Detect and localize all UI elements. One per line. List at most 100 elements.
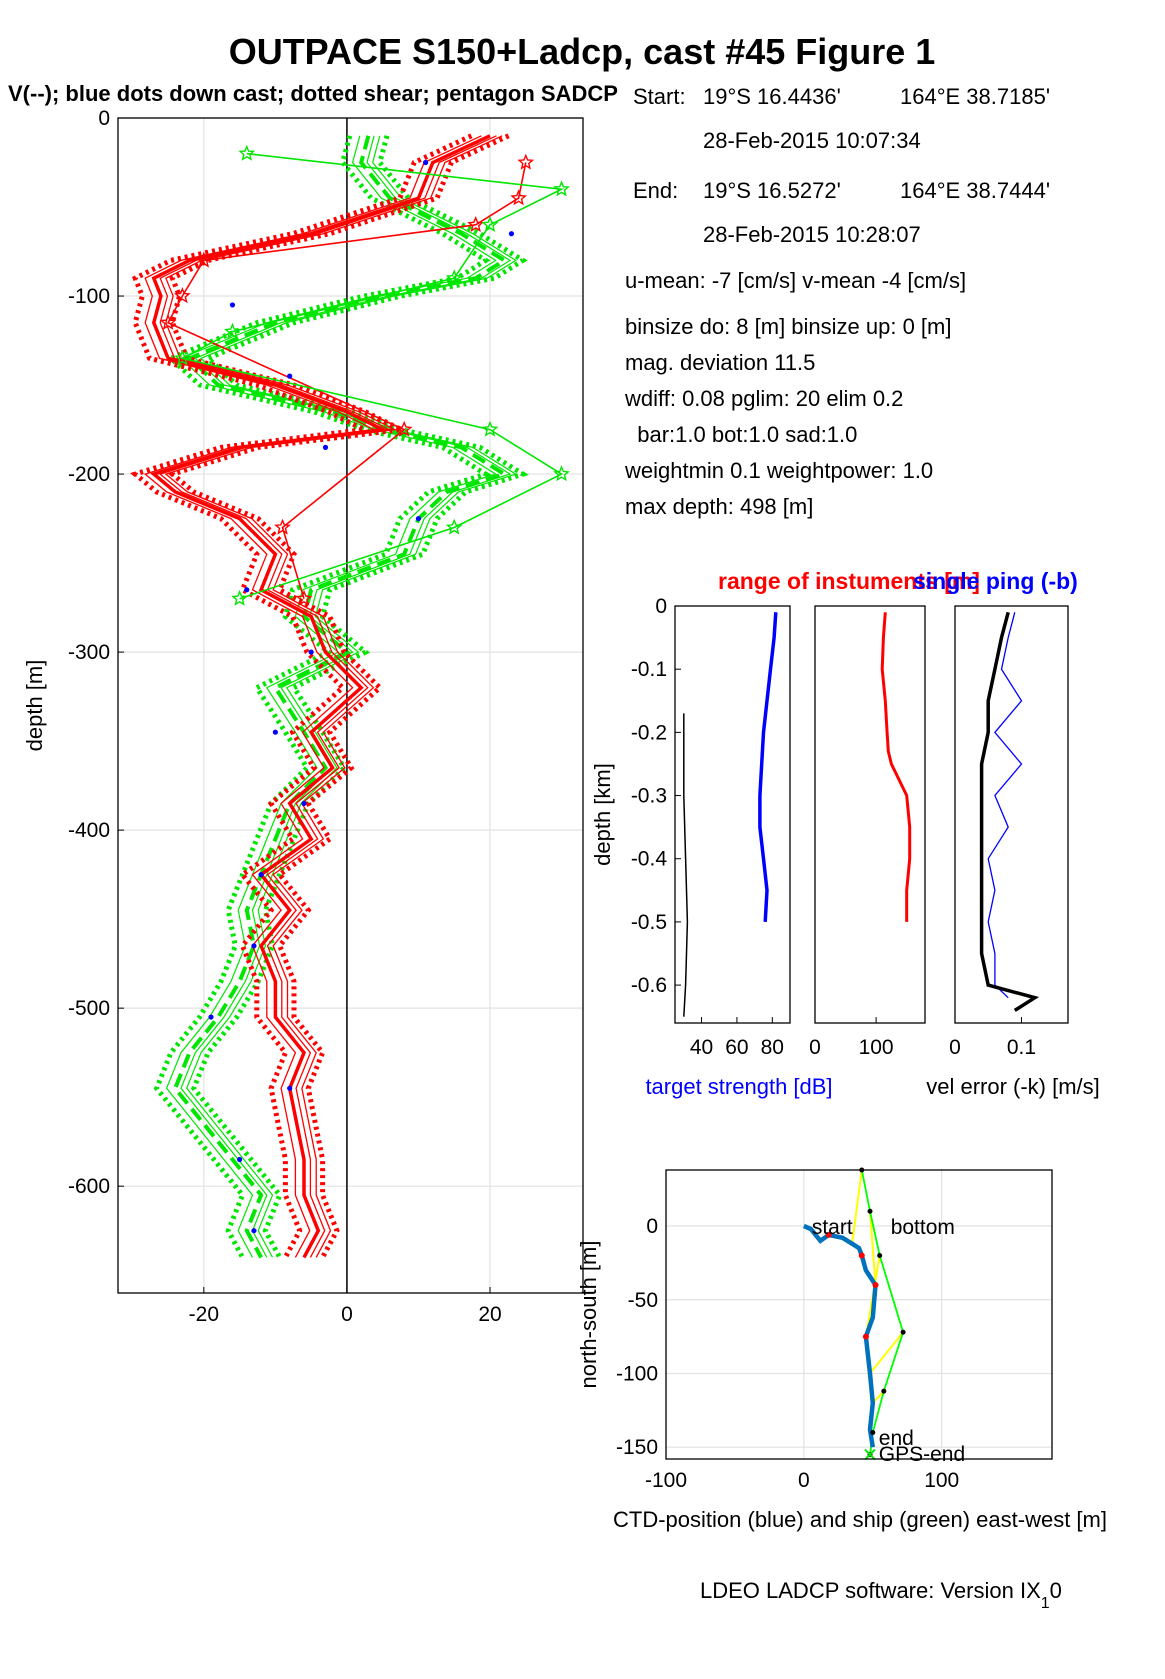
sadcp-u-line — [166, 162, 527, 599]
downcast-dot — [423, 159, 429, 166]
ship-point — [877, 1253, 883, 1259]
vel-error-line — [979, 611, 1040, 1012]
y-tick-label: -500 — [68, 997, 110, 1020]
downcast-dot — [251, 1228, 257, 1234]
footer-credit: LDEO LADCP software: Version IX10 — [700, 1578, 1062, 1612]
connector-line — [851, 1169, 863, 1244]
position-y-label: north-south [m] — [576, 1241, 601, 1389]
v-profile-variant — [186, 135, 518, 1258]
sadcp-v-marker — [553, 465, 570, 482]
x-tick-label: 80 — [761, 1036, 784, 1059]
info-line: weightmin 0.1 weightpower: 1.0 — [624, 458, 933, 483]
x-tick-label: 0 — [341, 1303, 353, 1326]
y-tick-label: -300 — [68, 641, 110, 664]
end-label: end — [879, 1427, 914, 1450]
y-tick-label: -150 — [616, 1436, 658, 1459]
start-lat: 19°S 16.4436' — [703, 84, 841, 109]
sadcp-u-marker — [517, 153, 535, 170]
target-strength-line — [758, 612, 778, 922]
x-tick-label: 0 — [949, 1036, 961, 1059]
u-profile-variant — [164, 135, 503, 1258]
ship-point — [881, 1388, 887, 1394]
connector-line — [869, 1211, 877, 1286]
position-chart: -100 0 100 0 -50 -100 -150 start bottom endGPS-en… — [576, 1167, 1107, 1532]
y-tick-label: -100 — [616, 1362, 658, 1385]
sadcp-v-line — [180, 152, 565, 600]
end-time: 28-Feb-2015 10:28:07 — [703, 222, 921, 247]
ship-point — [867, 1208, 873, 1214]
footer-end: 0 — [1050, 1578, 1062, 1603]
ship-point — [900, 1329, 906, 1335]
end-lat: 19°S 16.5272' — [703, 178, 841, 203]
info-line: binsize do: 8 [m] binsize up: 0 [m] — [625, 314, 952, 339]
start-time: 28-Feb-2015 10:07:34 — [703, 128, 921, 153]
figure-title: OUTPACE S150+Ladcp, cast #45 Figure 1 — [229, 31, 936, 72]
y-tick-label: -0.3 — [631, 785, 667, 808]
downcast-dot — [272, 729, 278, 735]
x-tick-label: 0 — [809, 1036, 821, 1059]
x-tick-label: 0.1 — [1007, 1036, 1036, 1059]
downcast-dot — [322, 444, 329, 450]
sadcp-v-marker — [224, 322, 241, 339]
downcast-dot — [415, 515, 422, 522]
bottom-label: bottom — [891, 1216, 955, 1239]
sadcp-u-marker — [159, 313, 177, 330]
cast-info: Start: 19°S 16.4436' 164°E 38.7185' 28-F… — [624, 84, 1050, 519]
y-tick-label: -50 — [628, 1289, 658, 1312]
downcast-dot — [258, 872, 264, 878]
gps-end-label: GPS-end — [879, 1443, 965, 1466]
u-profile — [150, 134, 491, 1259]
downcast-dot — [308, 649, 314, 655]
axes-frame — [117, 117, 584, 1294]
sadcp-v-marker — [445, 518, 463, 535]
sadcp-u-marker — [467, 215, 485, 232]
info-line: mag. deviation 11.5 — [625, 350, 815, 375]
single-ping-line — [987, 612, 1023, 999]
axes-frame — [954, 605, 1069, 1024]
x-tick-label: 20 — [478, 1303, 501, 1326]
sadcp-v-marker — [481, 216, 499, 232]
v-profile-variant — [165, 135, 498, 1258]
x-tick-label: -100 — [645, 1469, 687, 1492]
end-lon: 164°E 38.7444' — [900, 178, 1050, 203]
connector-line — [869, 1331, 904, 1375]
black-trace — [683, 713, 689, 1017]
sadcp-u-marker — [395, 420, 413, 437]
diagnostics-x-label: target strength [dB] — [645, 1074, 832, 1099]
downcast-dot — [208, 1014, 214, 1020]
sadcp-u-marker — [173, 287, 191, 304]
ship-point — [870, 1429, 876, 1435]
u-shear-envelope — [130, 133, 473, 1259]
sadcp-v-marker — [445, 269, 463, 286]
x-tick-label: 0 — [798, 1469, 810, 1492]
figure-subtitle: V(--); blue dots down cast; dotted shear… — [8, 81, 618, 106]
downcast-dot — [237, 1156, 243, 1163]
y-tick-label: -0.4 — [631, 848, 668, 871]
sadcp-u-marker — [510, 189, 528, 206]
sadcp-v-marker — [231, 589, 249, 606]
y-tick-label: 0 — [655, 595, 667, 618]
position-x-label: CTD-position (blue) and ship (green) eas… — [613, 1507, 1107, 1532]
footer-text: LDEO LADCP software: Version IX — [700, 1578, 1041, 1603]
y-tick-label: -0.5 — [631, 911, 667, 934]
diagnostics-title: range of instuments [m] — [718, 568, 980, 594]
sadcp-v-marker — [238, 144, 256, 161]
start-label: start — [812, 1216, 853, 1239]
y-axis-label: depth [m] — [22, 660, 47, 752]
start-lon: 164°E 38.7185' — [900, 84, 1050, 109]
diagnostics-x-label-2: vel error (-k) [m/s] — [926, 1074, 1100, 1099]
info-line: max depth: 498 [m] — [625, 494, 813, 519]
ctd-track — [803, 1223, 878, 1448]
y-tick-label: -0.6 — [631, 974, 667, 997]
instrument-diagnostics-chart: 0 -0.1 -0.2 -0.3 -0.4 -0.5 -0.6 40 60 80 0 100 0 0.1 r… — [590, 568, 1100, 1099]
y-tick-label: -600 — [68, 1175, 110, 1198]
y-tick-label: -0.2 — [631, 721, 667, 744]
downcast-dot — [301, 800, 307, 807]
sadcp-v-marker — [481, 420, 499, 437]
y-tick-label: -400 — [68, 819, 110, 842]
y-tick-label: 0 — [98, 107, 110, 130]
sadcp-u-marker — [274, 518, 291, 535]
sadcp-u-marker — [195, 251, 213, 268]
v-shear-envelope — [153, 135, 492, 1259]
